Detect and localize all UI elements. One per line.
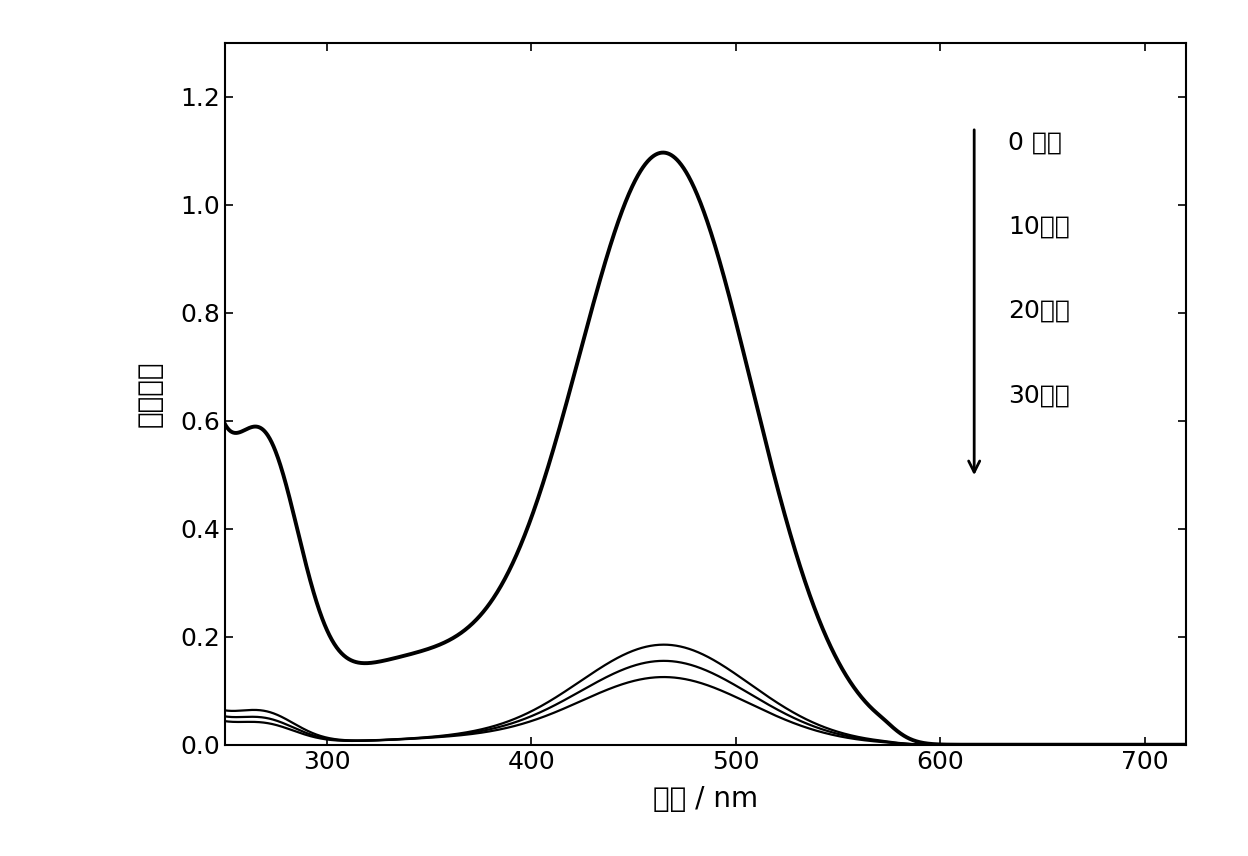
Text: 0 分钟: 0 分钟 bbox=[1008, 131, 1062, 155]
Y-axis label: 吸收系数: 吸收系数 bbox=[135, 360, 163, 427]
Text: 20分钟: 20分钟 bbox=[1008, 299, 1070, 323]
X-axis label: 波长 / nm: 波长 / nm bbox=[653, 785, 758, 812]
Text: 10分钟: 10分钟 bbox=[1008, 215, 1070, 239]
Text: 30分钟: 30分钟 bbox=[1008, 383, 1070, 407]
